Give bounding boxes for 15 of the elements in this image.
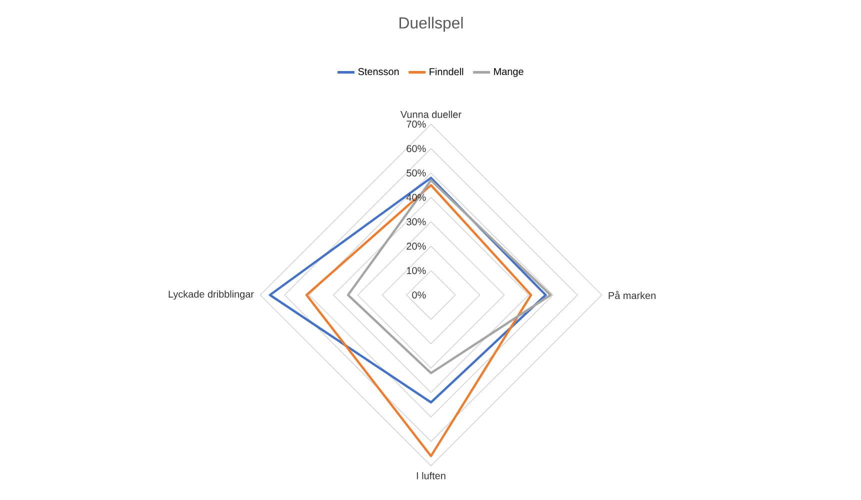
y-tick-label: 30% bbox=[406, 218, 426, 226]
y-tick-label: 20% bbox=[406, 242, 426, 250]
spoke-label: Vunna dueller bbox=[400, 110, 462, 118]
spoke-label: Lyckade dribblingar bbox=[168, 290, 254, 300]
spoke-label: I luften bbox=[416, 472, 446, 480]
chart-title: Duellspel bbox=[400, 16, 463, 32]
legend-label: Mange bbox=[494, 68, 524, 78]
spoke-label: På marken bbox=[608, 290, 656, 300]
y-tick-label: 60% bbox=[406, 145, 426, 152]
legend-label: Stensson bbox=[358, 68, 399, 76]
legend-label: Finndell bbox=[430, 68, 464, 76]
y-tick-label: 10% bbox=[406, 267, 426, 274]
y-tick-label: 0% bbox=[412, 291, 426, 299]
y-tick-label: 70% bbox=[406, 120, 426, 128]
y-tick-label: 50% bbox=[406, 169, 426, 177]
